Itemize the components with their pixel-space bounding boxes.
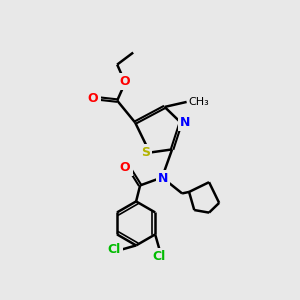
Text: O: O bbox=[88, 92, 98, 105]
Text: Cl: Cl bbox=[107, 243, 121, 256]
Text: N: N bbox=[180, 116, 190, 129]
Text: N: N bbox=[158, 172, 168, 185]
Text: CH₃: CH₃ bbox=[189, 97, 209, 107]
Text: O: O bbox=[120, 75, 130, 88]
Text: S: S bbox=[141, 146, 150, 159]
Text: O: O bbox=[120, 161, 130, 174]
Text: Cl: Cl bbox=[152, 250, 166, 263]
